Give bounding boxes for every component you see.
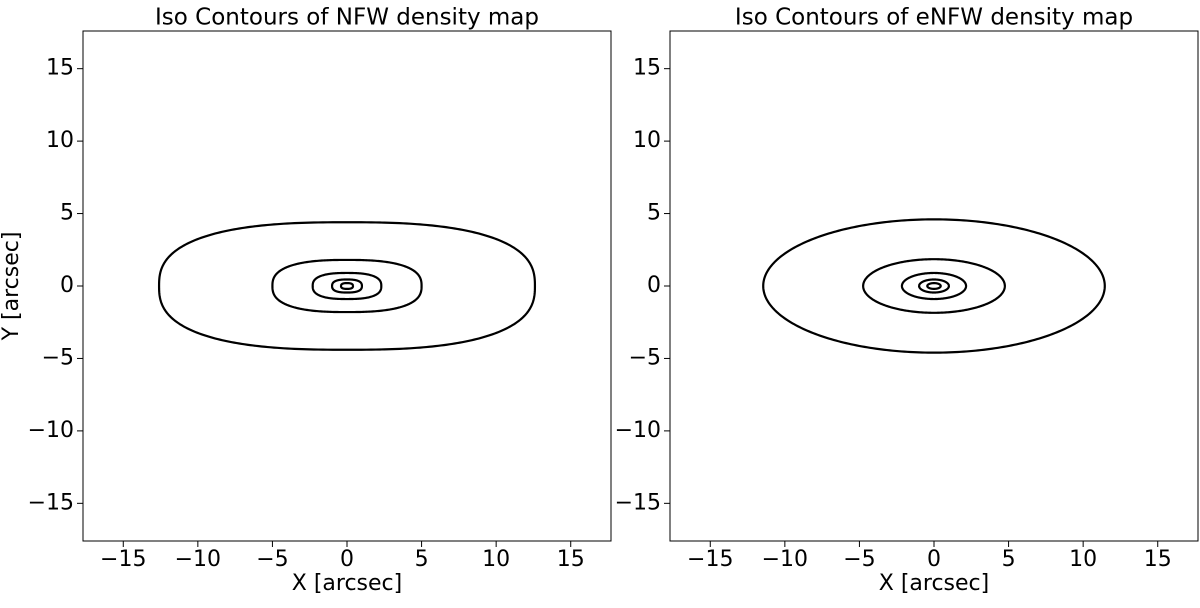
x-tick-label: 0 xyxy=(340,547,354,572)
plot-frame xyxy=(82,30,612,542)
x-tick-label: 0 xyxy=(927,547,941,572)
y-tick-label: 15 xyxy=(633,56,661,81)
y-tick-label: −15 xyxy=(615,490,661,515)
x-tick-label: 5 xyxy=(415,547,429,572)
y-axis-label: Y [arcsec] xyxy=(0,232,24,342)
contour-line xyxy=(339,282,355,290)
contour-line xyxy=(862,258,1006,314)
y-tick-label: 10 xyxy=(46,128,74,153)
y-tick-label: 0 xyxy=(60,273,74,298)
y-tick-label: 0 xyxy=(647,273,661,298)
y-tick-label: 10 xyxy=(633,128,661,153)
contour-line xyxy=(762,218,1106,354)
x-tick-label: −15 xyxy=(687,547,733,572)
contour-line xyxy=(157,221,537,351)
x-tick-label: 5 xyxy=(1002,547,1016,572)
x-tick-label: −5 xyxy=(843,547,875,572)
x-axis-label: X [arcsec] xyxy=(292,571,402,596)
y-tick-label: 5 xyxy=(60,201,74,226)
chart-title: Iso Contours of NFW density map xyxy=(155,5,539,31)
x-tick-label: 10 xyxy=(482,547,510,572)
plot-frame xyxy=(669,30,1199,542)
contour-line xyxy=(271,258,423,314)
x-tick-label: −5 xyxy=(256,547,288,572)
x-tick-label: 15 xyxy=(1144,547,1172,572)
contour-line xyxy=(926,282,942,290)
x-tick-label: −15 xyxy=(100,547,146,572)
y-tick-label: 5 xyxy=(647,201,661,226)
contour-line xyxy=(917,278,951,294)
y-tick-label: −10 xyxy=(615,418,661,443)
y-tick-label: 15 xyxy=(46,56,74,81)
y-tick-label: −15 xyxy=(28,490,74,515)
x-tick-label: 10 xyxy=(1069,547,1097,572)
y-tick-label: −5 xyxy=(42,345,74,370)
chart-title: Iso Contours of eNFW density map xyxy=(735,5,1133,31)
y-tick-label: −10 xyxy=(28,418,74,443)
contour-line xyxy=(330,278,364,294)
contour-line xyxy=(311,271,383,301)
x-tick-label: −10 xyxy=(762,547,808,572)
y-tick-label: −5 xyxy=(629,345,661,370)
contour-line xyxy=(900,271,968,301)
x-axis-label: X [arcsec] xyxy=(879,571,989,596)
x-tick-label: 15 xyxy=(557,547,585,572)
x-tick-label: −10 xyxy=(175,547,221,572)
